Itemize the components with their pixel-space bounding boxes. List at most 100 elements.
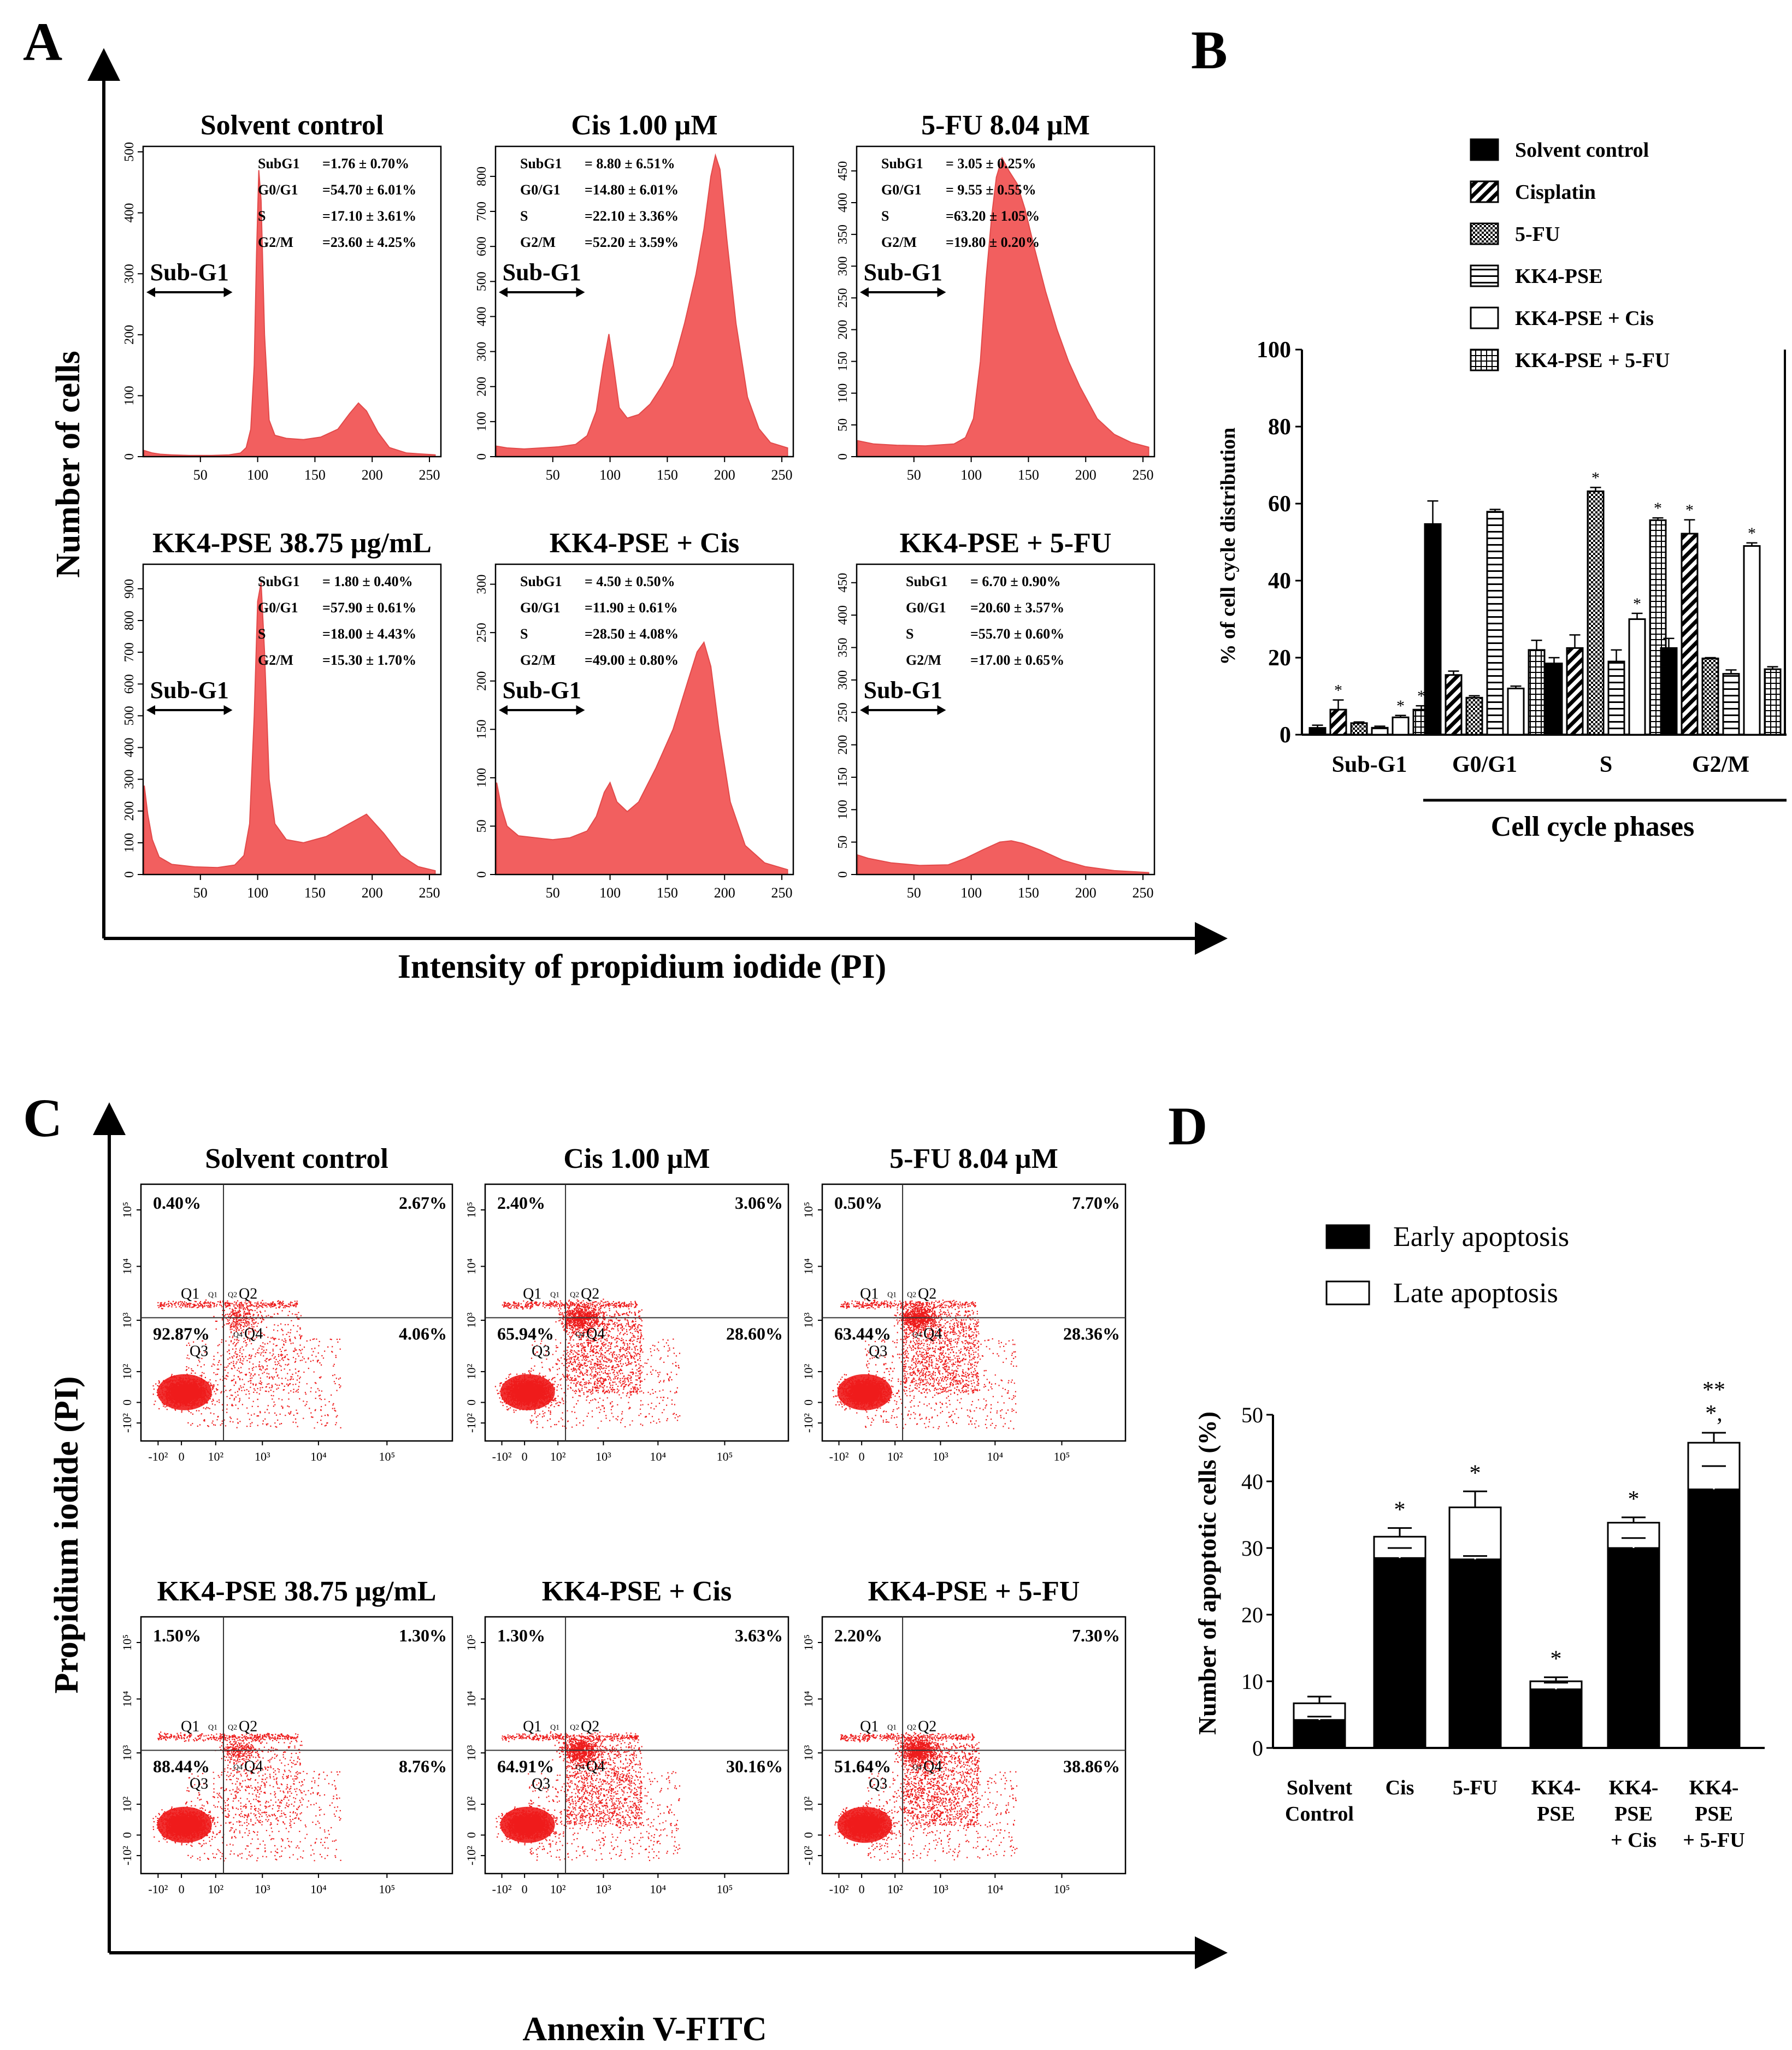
histogram-stat-label: G0/G1 [881,182,922,198]
histogram-y-tick-label: 300 [836,670,850,690]
flow-plot-2: Cis 1.00 µM Q1 Q2 Q3 Q4 Q1 Q2 Q4 2.40% 3.06% 65.94… [464,1143,789,1463]
histogram-y-tick-label: 900 [122,579,137,599]
histogram-stat-value: =17.10 ± 3.61% [322,208,416,224]
cell-cycle-bar [1350,722,1368,736]
flow-y-tick-label: 10⁵ [120,1202,134,1218]
histogram-x-tick-label: 250 [1133,885,1154,901]
flow-x-tick-label: 10² [208,1882,223,1896]
cell-cycle-significance: * [1591,469,1600,487]
histogram-title: KK4-PSE 38.75 µg/mL [152,528,432,559]
flow-y-tick-label: 0 [464,1832,478,1838]
cell-cycle-bar [1392,716,1410,736]
panel-d-y-tick-label: 30 [1241,1536,1263,1561]
subg1-arrow-head-left [146,287,155,297]
flow-q4-mini-label: Q4 [233,1763,243,1771]
subg1-arrow-head-right [576,705,585,715]
apoptosis-bar-early [1607,1547,1660,1749]
histogram-x-tick-label: 50 [546,467,560,483]
histogram-fill [144,582,436,875]
histogram-stat-label: S [520,208,528,224]
panel-d-y-tick-label: 10 [1241,1669,1263,1694]
cell-cycle-bar [1371,726,1389,736]
panel-d-y-tick-label: 20 [1241,1603,1263,1627]
legend-swatch [1470,180,1499,203]
histogram-6: KK4-PSE + 5-FU 50 100 150 200 250 0 50 100 150 200… [836,528,1156,901]
flow-x-tick-label: 0 [859,1450,865,1463]
flow-plot-1: Solvent control Q1 Q2 Q3 Q4 Q1 Q2 Q4 0.40% 2.67% 9… [120,1143,453,1463]
cell-cycle-bar [1486,511,1504,736]
panel-b: B Solvent control Cisplatin 5-FU KK4-PSE KK4… [1191,20,1787,842]
apoptosis-category-label: PSE [1537,1803,1575,1825]
histogram-x-tick-label: 200 [1075,885,1097,901]
histogram-stat-value: =28.50 ± 4.08% [585,626,679,642]
histogram-stat-label: G2/M [520,234,556,250]
flow-q1-label: Q1 [860,1285,879,1302]
flow-y-tick-label: -10² [464,1413,478,1433]
flow-q4-percent: 30.16% [726,1756,783,1776]
histogram-4: KK4-PSE 38.75 µg/mL 50 100 150 200 250 0 100 200… [122,528,442,901]
histogram-frame [856,563,1156,876]
histogram-x-tick-label: 50 [907,885,921,901]
subg1-label: Sub-G1 [864,259,942,286]
panel-d-y-tick-label: 50 [1241,1403,1263,1427]
histogram-x-tick-label: 100 [247,885,268,901]
flow-plot-title: Cis 1.00 µM [563,1143,710,1174]
histogram-x-tick-label: 100 [599,885,621,901]
histogram-y-tick-label: 350 [836,637,850,657]
flow-q3-percent: 51.64% [834,1756,891,1776]
flow-y-tick-label: 10⁴ [120,1691,134,1707]
flow-q4-label: Q4 [244,1758,263,1775]
histogram-y-tick-label: 150 [836,767,850,787]
histogram-y-tick-label: 250 [475,623,489,642]
histogram-x-tick-label: 200 [362,467,383,483]
flow-q3-percent: 88.44% [153,1756,210,1776]
histogram-stat-label: S [906,626,913,642]
panel-b-x-title: Cell cycle phases [1491,811,1695,842]
legend-swatch [1470,306,1499,329]
flow-q4-label: Q4 [586,1758,605,1775]
cell-cycle-bar [1607,660,1625,736]
flow-x-tick-label: 0 [522,1882,528,1896]
flow-plot-6: KK4-PSE + 5-FU Q1 Q2 Q3 Q4 Q1 Q2 Q4 2.20% 7.30% 51… [801,1576,1127,1896]
flow-q4-percent: 38.86% [1063,1756,1120,1776]
apoptosis-category-label: KK4- [1531,1776,1581,1799]
legend-label: KK4-PSE + 5-FU [1515,349,1670,372]
panel-b-y-tick-label: 60 [1268,492,1291,517]
apoptosis-category-label: PSE [1695,1803,1733,1825]
flow-y-tick-label: 10³ [120,1312,134,1328]
histogram-y-tick-label: 600 [475,237,489,256]
flow-q1-mini-label: Q1 [208,1723,217,1732]
flow-q1-percent: 2.40% [497,1193,545,1213]
histogram-y-tick-label: 450 [836,573,850,593]
apoptosis-category-label: KK4- [1609,1776,1659,1799]
panel-d-y-title: Number of apoptotic cells (%) [1193,1411,1221,1735]
flow-q4-mini-label: Q4 [912,1331,922,1339]
legend-swatch [1325,1224,1370,1249]
cell-cycle-bar [1701,657,1719,736]
flow-q1-mini-label: Q1 [887,1291,897,1299]
histogram-y-tick-label: 700 [475,202,489,221]
legend-label: Solvent control [1515,139,1649,162]
flow-q3-label: Q3 [190,1775,208,1792]
histogram-y-tick-label: 200 [122,325,137,345]
flow-q3-percent: 65.94% [497,1324,554,1343]
panel-label-c: C [23,1088,62,1148]
histogram-y-tick-label: 350 [836,225,850,244]
flow-y-tick-label: 10⁴ [801,1691,815,1707]
histogram-x-tick-label: 50 [193,885,208,901]
flow-x-tick-label: 10⁵ [379,1882,395,1896]
legend-swatch [1470,222,1499,245]
flow-q1-label: Q1 [860,1718,879,1735]
subg1-arrow-head-left [499,287,508,297]
flow-y-tick-label: 10² [464,1796,478,1812]
flow-x-tick-label: 10³ [933,1882,948,1896]
flow-x-tick-label: 10⁵ [1054,1450,1070,1463]
histogram-stat-value: =14.80 ± 6.01% [585,182,679,198]
panel-b-y-tick-label: 0 [1280,723,1291,748]
histogram-stat-label: SubG1 [906,574,948,589]
flow-x-tick-label: 10⁴ [987,1882,1004,1896]
histogram-y-tick-label: 0 [475,453,489,460]
histogram-x-tick-label: 150 [1018,885,1039,901]
histogram-y-tick-label: 400 [122,203,137,223]
histogram-x-tick-label: 150 [1018,467,1039,483]
